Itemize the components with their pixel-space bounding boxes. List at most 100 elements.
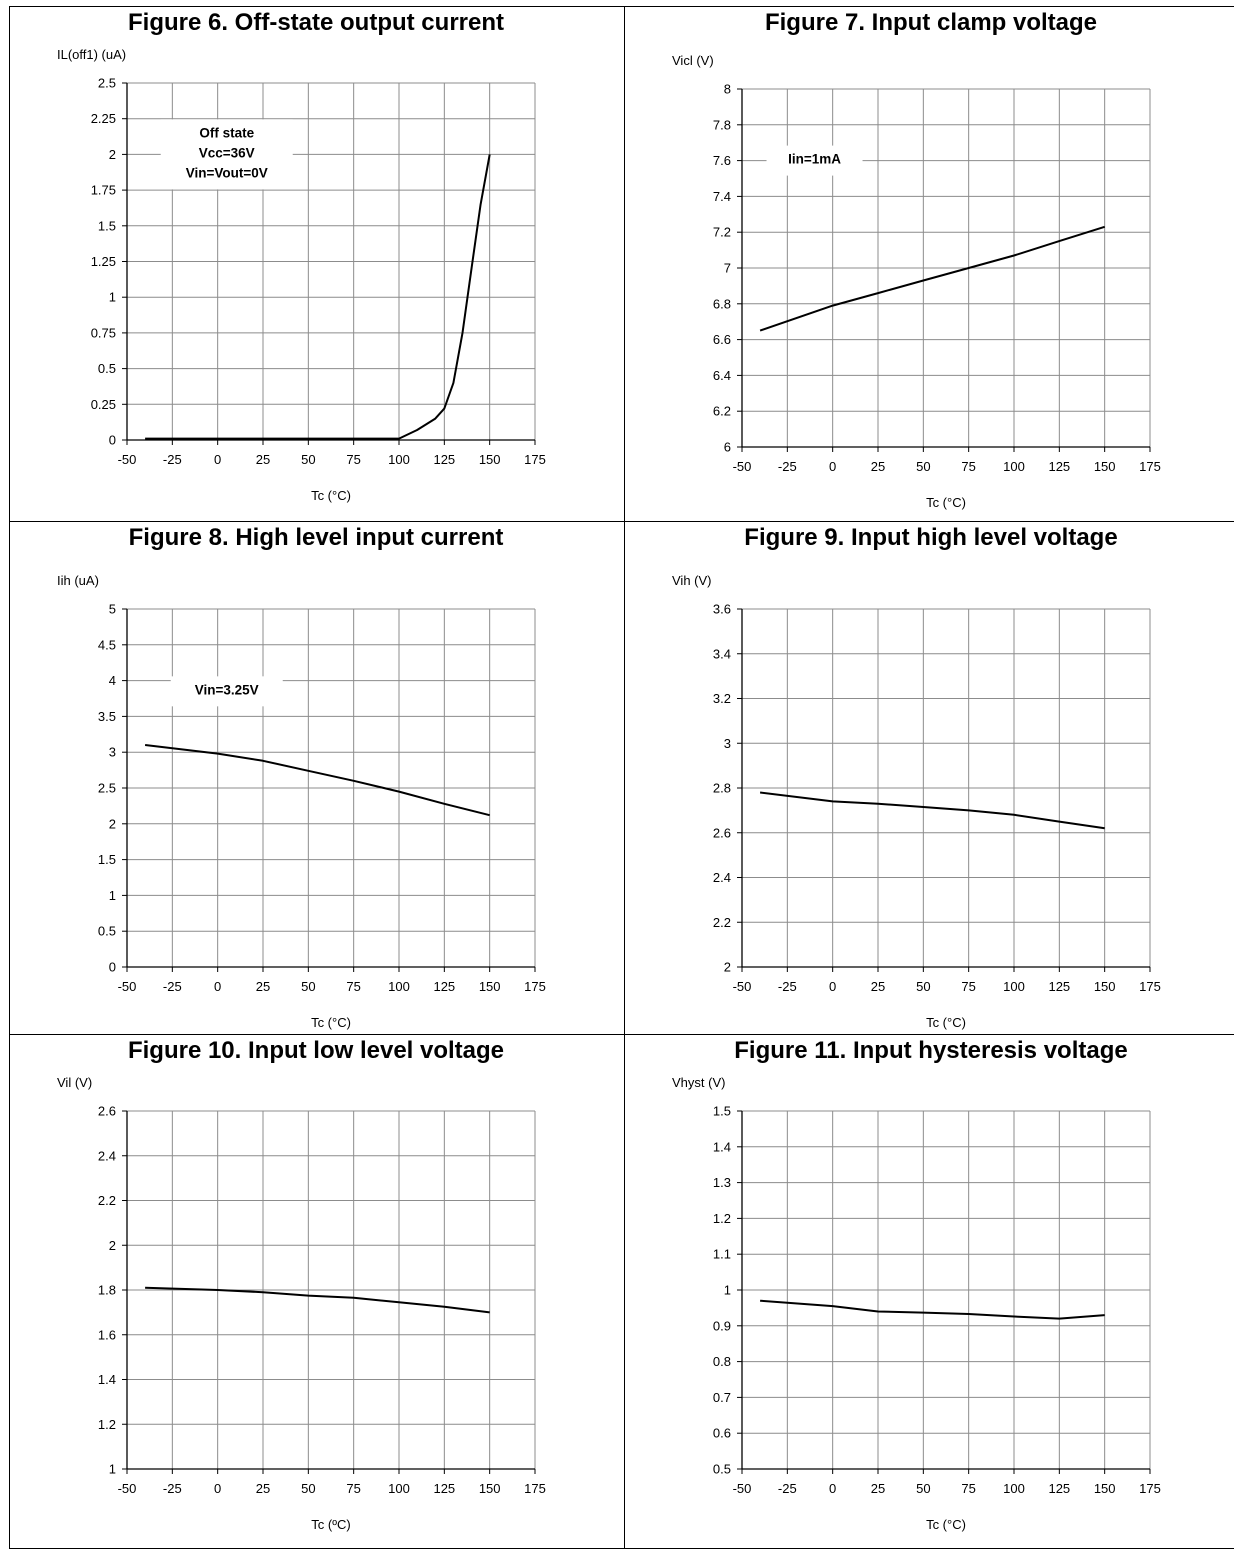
y-tick-label: 5 xyxy=(109,602,116,617)
chart-title: Figure 10. Input low level voltage xyxy=(127,1037,505,1064)
y-tick-label: 6 xyxy=(724,440,731,455)
x-tick-label: 150 xyxy=(479,979,501,994)
x-tick-label: 100 xyxy=(388,979,410,994)
figure-7-panel: Figure 7. Input clamp voltage 6 6.2 6.4 6.6… xyxy=(625,7,1234,521)
annotation-text: Iin=1mA xyxy=(788,152,841,167)
y-tick-label: 2.6 xyxy=(98,1104,116,1119)
x-tick-label: 175 xyxy=(1139,459,1161,474)
y-tick-label: 1.2 xyxy=(713,1211,731,1226)
y-tick-label: 1 xyxy=(109,290,116,305)
x-tick-label: 100 xyxy=(1003,459,1025,474)
x-tick-label: -50 xyxy=(118,979,137,994)
x-tick-label: 150 xyxy=(1094,979,1116,994)
x-tick-label: 50 xyxy=(301,452,315,467)
x-tick-label: 0 xyxy=(214,452,221,467)
y-tick-label: 1 xyxy=(109,1462,116,1477)
x-tick-label: 100 xyxy=(1003,1481,1025,1496)
figure-11-panel: Figure 11. Input hysteresis voltage 0.5 0… xyxy=(625,1035,1234,1549)
x-tick-label: 50 xyxy=(916,459,930,474)
x-tick-label: 25 xyxy=(256,979,270,994)
x-tick-label: -50 xyxy=(118,452,137,467)
y-tick-label: 3.4 xyxy=(713,646,731,661)
y-axis-label: Vicl (V) xyxy=(672,53,714,68)
x-tick-label: 125 xyxy=(1048,979,1070,994)
series-line xyxy=(760,1299,1105,1320)
x-tick-label: -50 xyxy=(118,1481,137,1496)
series-line xyxy=(759,225,1106,332)
row-divider xyxy=(10,1034,1234,1035)
figure-6-panel: Figure 6. Off-state output current 0 0.25… xyxy=(10,7,622,521)
y-tick-label: 6.2 xyxy=(713,404,731,419)
y-tick-label: 0.25 xyxy=(91,397,116,412)
y-tick-label: 7.8 xyxy=(713,117,731,132)
y-tick-label: 3 xyxy=(724,736,731,751)
y-tick-label: 8 xyxy=(724,82,731,97)
x-tick-label: 150 xyxy=(479,1481,501,1496)
y-tick-label: 2.4 xyxy=(713,870,731,885)
x-tick-label: -25 xyxy=(778,1481,797,1496)
y-tick-label: 0.8 xyxy=(713,1354,731,1369)
y-tick-label: 1.5 xyxy=(713,1104,731,1119)
y-tick-label: 2 xyxy=(724,960,731,975)
x-tick-label: 150 xyxy=(1094,1481,1116,1496)
x-axis-label: Tc (°C) xyxy=(311,1015,351,1030)
y-tick-label: 4 xyxy=(109,673,116,688)
y-tick-label: 1.2 xyxy=(98,1417,116,1432)
y-tick-label: 1.8 xyxy=(98,1283,116,1298)
y-tick-label: 1 xyxy=(724,1283,731,1298)
column-divider xyxy=(624,7,625,1548)
x-tick-label: 75 xyxy=(346,452,360,467)
y-axis-label: Vih (V) xyxy=(672,573,712,588)
y-tick-label: 3.5 xyxy=(98,709,116,724)
y-tick-label: 2.4 xyxy=(98,1148,116,1163)
y-tick-label: 3 xyxy=(109,745,116,760)
y-tick-label: 1.1 xyxy=(713,1247,731,1262)
y-tick-label: 4.5 xyxy=(98,637,116,652)
x-tick-label: 0 xyxy=(829,979,836,994)
x-tick-label: 50 xyxy=(301,979,315,994)
chart-title: Figure 8. High level input current xyxy=(128,524,504,551)
x-tick-label: 25 xyxy=(256,452,270,467)
y-tick-label: 0.5 xyxy=(713,1462,731,1477)
y-tick-label: 1.75 xyxy=(91,183,116,198)
x-tick-label: 125 xyxy=(433,1481,455,1496)
y-tick-label: 6.4 xyxy=(713,368,731,383)
y-tick-label: 2 xyxy=(109,147,116,162)
y-axis-label: Iih (uA) xyxy=(57,573,99,588)
figure-grid: Figure 6. Off-state output current 0 0.25… xyxy=(9,6,1234,1549)
series-line xyxy=(759,791,1105,830)
x-tick-label: 75 xyxy=(961,979,975,994)
figure-9-panel: Figure 9. Input high level voltage 2 2.2 2… xyxy=(625,522,1234,1034)
chart-title: Figure 9. Input high level voltage xyxy=(744,524,1118,551)
row-divider xyxy=(10,521,1234,522)
y-tick-label: 0.7 xyxy=(713,1390,731,1405)
annotation-box xyxy=(766,145,863,176)
x-tick-label: 50 xyxy=(301,1481,315,1496)
x-tick-label: 100 xyxy=(388,1481,410,1496)
y-tick-label: 1.25 xyxy=(91,254,116,269)
y-tick-label: 7.2 xyxy=(713,225,731,240)
annotation-text: Off state xyxy=(199,125,254,140)
y-tick-label: 1.5 xyxy=(98,218,116,233)
x-tick-label: 175 xyxy=(1139,979,1161,994)
chart-title: Figure 11. Input hysteresis voltage xyxy=(734,1037,1128,1064)
x-tick-label: 100 xyxy=(388,452,410,467)
x-tick-label: 125 xyxy=(1048,459,1070,474)
x-axis-label: Tc (ºC) xyxy=(311,1517,350,1532)
y-tick-label: 2.2 xyxy=(98,1193,116,1208)
y-axis-label: Vil (V) xyxy=(57,1075,92,1090)
x-tick-label: 150 xyxy=(479,452,501,467)
x-tick-label: 50 xyxy=(916,979,930,994)
annotation-text: Vin=3.25V xyxy=(195,682,259,697)
y-tick-label: 2.5 xyxy=(98,781,116,796)
y-tick-label: 6.8 xyxy=(713,296,731,311)
y-tick-label: 6.6 xyxy=(713,332,731,347)
x-tick-label: 125 xyxy=(433,452,455,467)
y-tick-label: 7.6 xyxy=(713,153,731,168)
x-tick-label: 0 xyxy=(214,979,221,994)
annotation-text: Vcc=36V xyxy=(199,145,255,160)
x-tick-label: -25 xyxy=(163,979,182,994)
figure-11-chart: 0.5 0.6 0.7 0.8 0.9 1 1.1 1.2 1.3 1.4 1.5 -50 -25 0 25… xyxy=(672,1075,1161,1532)
x-tick-label: 25 xyxy=(256,1481,270,1496)
y-tick-label: 7 xyxy=(724,261,731,276)
